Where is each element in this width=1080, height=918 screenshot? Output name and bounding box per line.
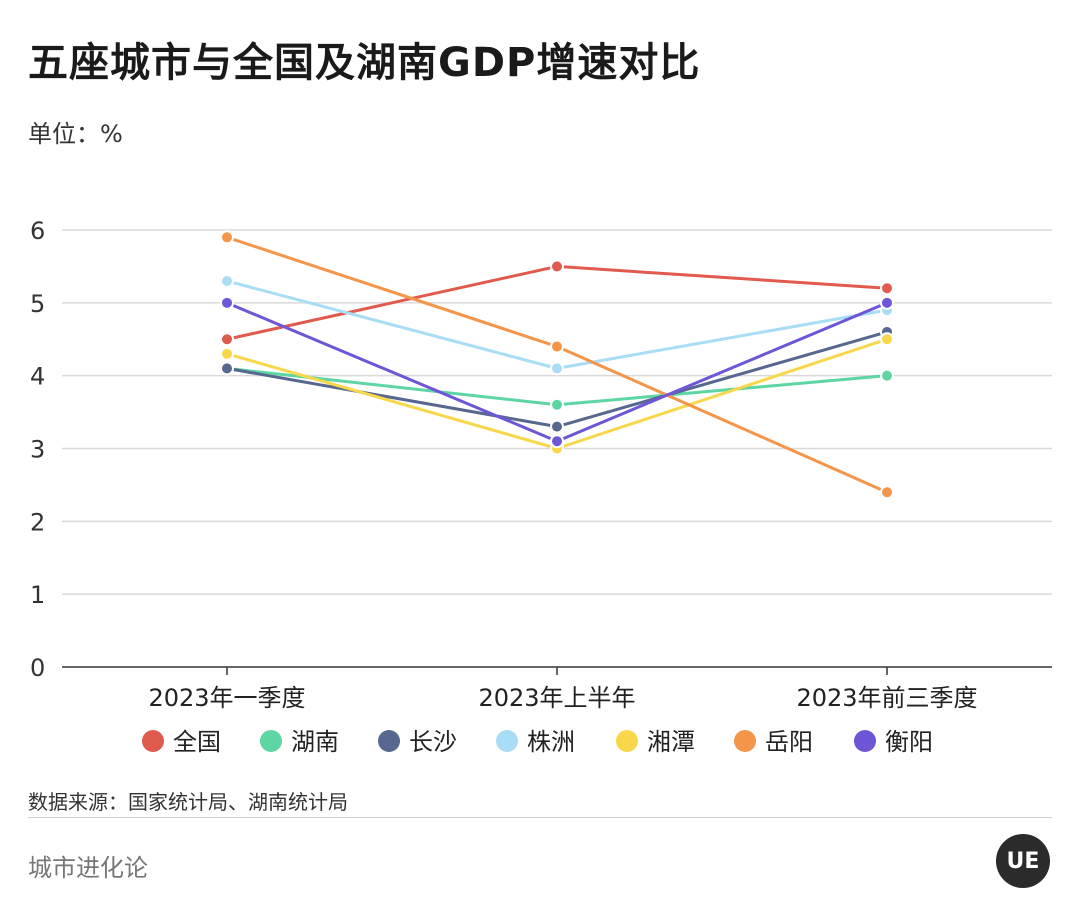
brand-name: 城市进化论 [28,854,148,882]
legend-swatch [616,730,638,752]
y-tick-label: 5 [30,290,45,318]
unit-label: 单位：% [28,120,123,148]
page-title: 五座城市与全国及湖南GDP增速对比 [28,40,701,86]
legend-swatch [496,730,518,752]
x-tick-label: 2023年一季度 [148,684,305,712]
legend-item: 岳阳 [734,728,813,756]
legend-swatch [260,730,282,752]
legend-item: 株洲 [496,728,575,756]
data-point [220,230,234,245]
y-axis-ticks: 0 1 2 3 4 5 6 [30,217,45,682]
legend-item: 衡阳 [854,728,933,756]
data-point [880,332,894,347]
series-line [226,279,888,370]
data-point [550,339,564,354]
legend-swatch [734,730,756,752]
x-axis-ticks: 2023年一季度 2023年上半年 2023年前三季度 [148,684,977,712]
legend-swatch [378,730,400,752]
y-tick-label: 4 [30,363,45,391]
series-0 [220,259,894,347]
data-point [220,295,234,310]
series-5 [220,230,894,500]
data-point [550,397,564,412]
data-point [880,281,894,296]
data-point [880,295,894,310]
y-tick-label: 6 [30,217,45,245]
legend-label: 长沙 [409,728,457,756]
y-tick-label: 1 [30,581,45,609]
legend-label: 湖南 [291,728,339,756]
series-6 [220,295,894,449]
legend-label: 全国 [173,728,221,756]
legend-label: 衡阳 [885,728,933,756]
data-point [550,259,564,274]
data-point [880,368,894,383]
data-point [880,485,894,500]
data-point [220,273,234,288]
x-tick-label: 2023年前三季度 [796,684,977,712]
footer-divider [28,817,1052,818]
grid-lines [62,229,1052,595]
data-point [220,332,234,347]
x-axis [62,666,1052,675]
data-point [220,361,234,376]
legend-item: 湖南 [260,728,339,756]
brand-logo: UE [996,834,1050,888]
data-source: 数据来源：国家统计局、湖南统计局 [28,790,348,814]
y-tick-label: 0 [30,654,45,682]
data-point [220,346,234,361]
series-lines [220,230,894,500]
line-chart: 0 1 2 3 4 5 6 2023年一季度 2023年上半年 2023年前三季度 全国 湖南 长沙… [30,217,1052,756]
y-tick-label: 3 [30,436,45,464]
logo-text: UE [1006,848,1040,874]
legend-label: 株洲 [527,728,575,756]
legend-item: 湘潭 [616,728,695,756]
data-point [550,419,564,434]
data-point [550,434,564,449]
legend-label: 湘潭 [647,728,695,756]
data-point [550,361,564,376]
legend-label: 岳阳 [765,728,813,756]
legend-swatch [142,730,164,752]
legend-item: 长沙 [378,728,457,756]
legend-item: 全国 [142,728,221,756]
x-tick-label: 2023年上半年 [478,684,635,712]
y-tick-label: 2 [30,508,45,536]
legend-swatch [854,730,876,752]
legend: 全国 湖南 长沙 株洲 湘潭 岳阳 衡阳 [142,728,933,756]
